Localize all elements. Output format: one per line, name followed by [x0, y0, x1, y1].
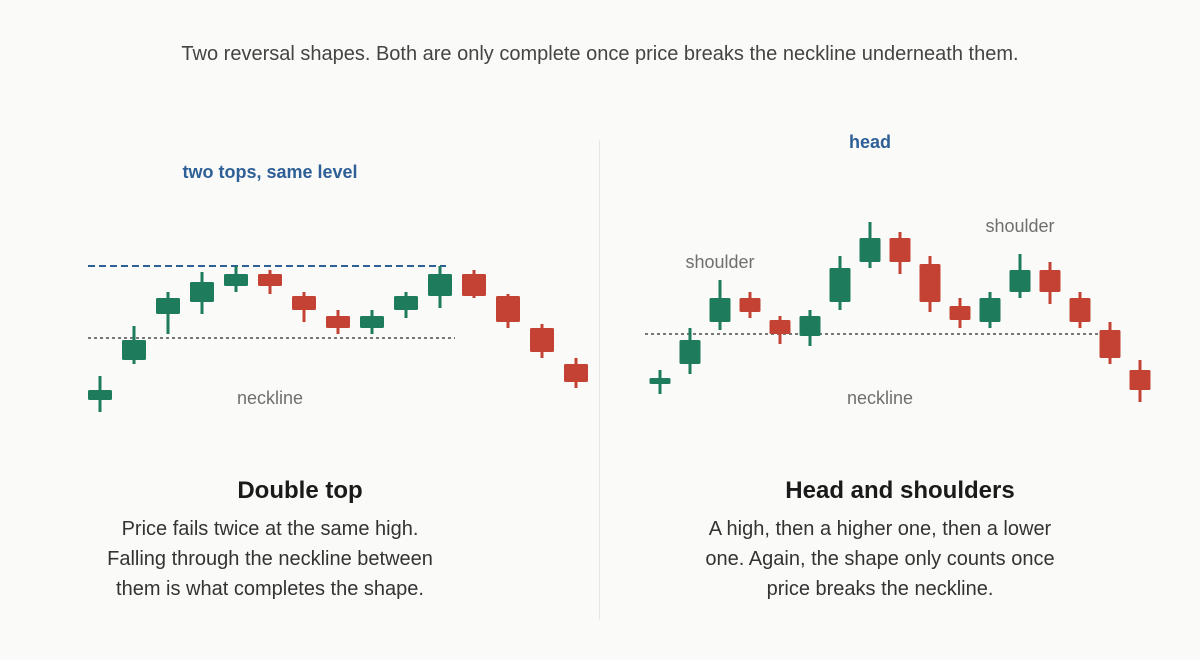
- left-shoulder-annotation: shoulder: [685, 252, 754, 272]
- candles-group: [649, 222, 1151, 402]
- bullish-candle: [709, 298, 731, 322]
- bullish-candle: [859, 238, 881, 262]
- panel-divider: [599, 140, 600, 620]
- bearish-candle: [1039, 270, 1061, 292]
- bearish-candle: [919, 264, 941, 302]
- bullish-candle: [1009, 270, 1031, 292]
- bearish-candle: [462, 274, 486, 296]
- neckline-label: neckline: [237, 388, 303, 408]
- bullish-candle: [799, 316, 821, 336]
- bearish-candle: [1129, 370, 1151, 390]
- bearish-candle: [292, 296, 316, 310]
- head-and-shoulders-chart: head shoulder shoulder neckline: [645, 132, 1151, 408]
- double-top-description: Price fails twice at the same high. Fall…: [107, 518, 433, 600]
- bearish-candle: [258, 274, 282, 286]
- bearish-candle: [496, 296, 520, 322]
- bearish-candle: [949, 306, 971, 320]
- bullish-candle: [156, 298, 180, 314]
- bullish-candle: [649, 378, 671, 384]
- bullish-candle: [122, 340, 146, 360]
- bearish-candle: [1099, 330, 1121, 358]
- bullish-candle: [428, 274, 452, 296]
- right-shoulder-annotation: shoulder: [985, 216, 1054, 236]
- bullish-candle: [88, 390, 112, 400]
- head-and-shoulders-title: Head and shoulders: [785, 477, 1015, 504]
- bullish-candle: [224, 274, 248, 286]
- bullish-candle: [190, 282, 214, 302]
- bearish-candle: [769, 320, 791, 334]
- tops-annotation: two tops, same level: [182, 162, 357, 182]
- head-and-shoulders-description: A high, then a higher one, then a lower …: [705, 518, 1055, 600]
- bearish-candle: [739, 298, 761, 312]
- bullish-candle: [979, 298, 1001, 322]
- bullish-candle: [679, 340, 701, 364]
- neckline-label: neckline: [847, 388, 913, 408]
- head-and-shoulders-panel: head shoulder shoulder neckline Head and…: [600, 0, 1200, 660]
- bullish-candle: [394, 296, 418, 310]
- bearish-candle: [530, 328, 554, 352]
- double-top-panel: two tops, same level neckline Double top…: [88, 162, 588, 600]
- candles-group: [88, 266, 588, 412]
- double-top-title: Double top: [237, 477, 363, 504]
- bearish-candle: [326, 316, 350, 328]
- bullish-candle: [360, 316, 384, 328]
- bearish-candle: [889, 238, 911, 262]
- bearish-candle: [564, 364, 588, 382]
- head-annotation: head: [849, 132, 891, 152]
- bearish-candle: [1069, 298, 1091, 322]
- intro-text: Two reversal shapes. Both are only compl…: [181, 43, 1019, 65]
- bullish-candle: [829, 268, 851, 302]
- double-top-chart: two tops, same level neckline: [88, 162, 588, 412]
